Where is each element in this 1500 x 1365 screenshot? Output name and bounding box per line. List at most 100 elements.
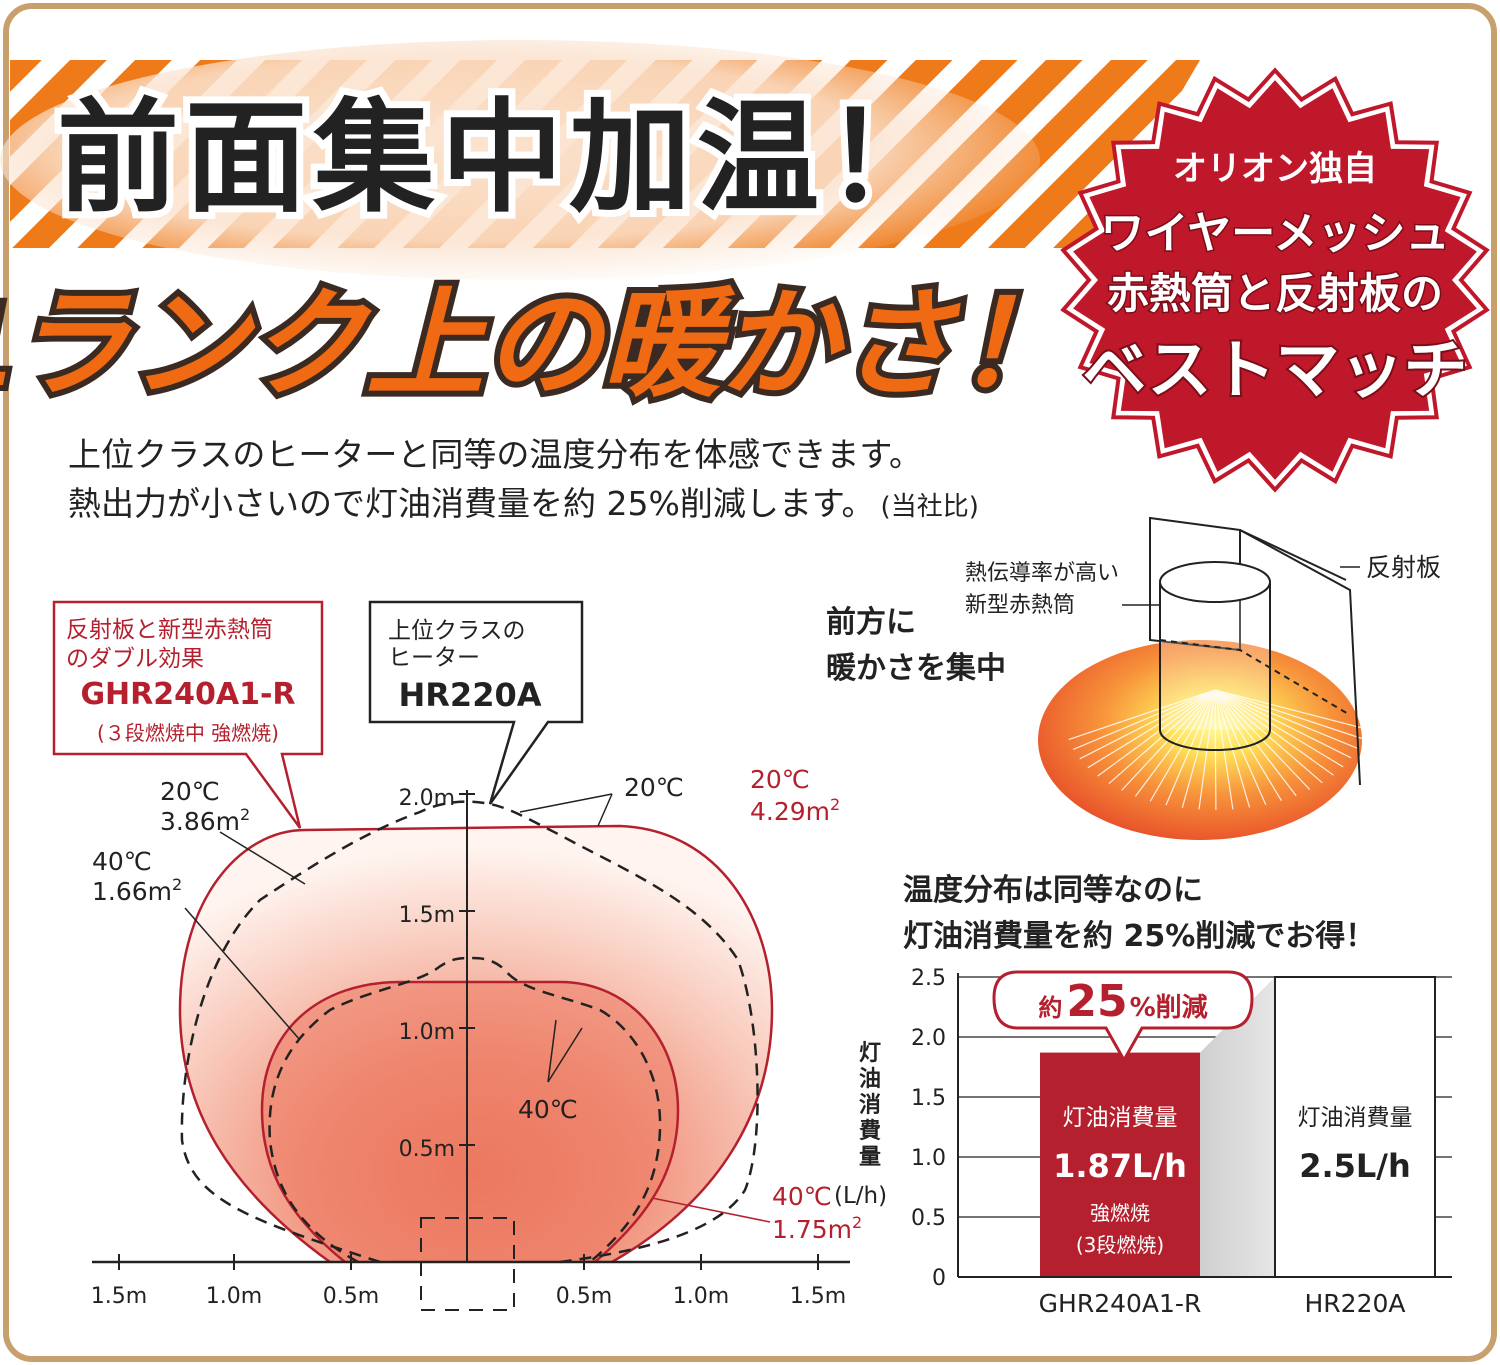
category-HR220A: HR220A (1305, 1289, 1406, 1318)
callout-old-line1: 上位クラスの (388, 618, 526, 644)
x-tick-right-1.0: 1.0m (673, 1284, 729, 1309)
label-tube-2: 新型赤熱筒 (965, 593, 1075, 618)
chart-unit: (L/h) (834, 1183, 887, 1209)
badge-line3: 赤熱筒と反射板の (1107, 269, 1443, 318)
y-label-char: 費 (859, 1119, 881, 1144)
bar0-sub2: (3段燃焼) (1076, 1233, 1164, 1257)
leader-new40 (651, 1197, 771, 1223)
label-new40-area: 1.75m2 (772, 1213, 862, 1244)
chart-y-label: 灯油消費量 (859, 1041, 881, 1170)
reduction-post: %削減 (1130, 993, 1208, 1023)
heat-ray (1214, 689, 1365, 730)
y-tick-label: 1.0 (911, 1146, 946, 1171)
label-old20-area: 3.86m2 (160, 805, 250, 836)
leader-dash40-b (547, 1027, 583, 1083)
leader-old40 (184, 907, 301, 1041)
y-tick-1.0: 1.0m (399, 1020, 455, 1045)
callout-old-model-name: HR220A (399, 676, 542, 714)
callout-old-model (368, 600, 584, 805)
new-40c-contour (260, 980, 680, 1263)
y-label-char: 量 (859, 1145, 881, 1170)
reduction-callout-text: 約25%削減 (1038, 976, 1207, 1027)
leader-dash20-a (519, 793, 613, 813)
description-line2: 熱出力が小さいので灯油消費量を約 25%削減します。 (当社比) (68, 484, 979, 523)
badge-line2: ワイヤーメッシュ (1101, 208, 1450, 259)
label-new20-area: 4.29m2 (750, 795, 840, 826)
x-tick-left-0.5: 0.5m (323, 1284, 379, 1309)
bar0-title: 灯油消費量 (1063, 1105, 1178, 1131)
reduction-shadow (1200, 977, 1275, 1277)
consumption-chart: 温度分布は同等なのに 灯油消費量を約 25%削減でお得！ 0 0.5 1.0 1.5 2… (834, 873, 1452, 1318)
chart-heading-line1: 温度分布は同等なのに (903, 873, 1203, 908)
heat-area-40 (262, 982, 678, 1262)
callout-old-line2: ヒーター (388, 645, 480, 671)
bar-GHR240A1-R (1040, 1052, 1200, 1277)
bar0-value: 1.87L/h (1053, 1147, 1187, 1185)
bar-HR220A (1274, 976, 1436, 1278)
label-new40-area-sup: 2 (852, 1213, 862, 1232)
old-20c-contour (180, 800, 759, 1264)
reflector-base (1159, 639, 1351, 716)
callout-new-line1: 反射板と新型赤熱筒 (66, 617, 273, 643)
y-tick-label: 2.5 (911, 966, 946, 991)
chart-heading-line2: 灯油消費量を約 25%削減でお得！ (903, 919, 1375, 954)
callout-new-note: (３段燃焼中 強燃焼) (97, 721, 279, 745)
y-tick-marks (459, 793, 475, 1146)
x-tick-left-1.5: 1.5m (91, 1284, 147, 1309)
label-reflector: 反射板 (1366, 553, 1441, 582)
reflector-right (1239, 529, 1361, 786)
description-line1: 上位クラスのヒーターと同等の温度分布を体感できます。 (68, 435, 922, 474)
heater-illustration: 反射板 熱伝導率が高い 新型赤熱筒 前方に 暖かさを集中 (826, 516, 1441, 840)
old-40c-contour (268, 956, 662, 1264)
label-new20-area-value: 4.29m (750, 797, 830, 826)
callout-new-line2: のダブル効果 (66, 646, 204, 672)
badge-line1: オリオン独自 (1173, 149, 1377, 189)
heat-ray (1214, 689, 1323, 784)
heater-footprint (420, 1217, 515, 1311)
label-old40-area: 1.66m2 (92, 875, 182, 906)
heat-ray (1079, 689, 1216, 760)
reduction-callout (992, 970, 1254, 1064)
heat-ray (1097, 689, 1216, 777)
y-label-char: 消 (859, 1093, 881, 1118)
x-tick-right-0.5: 0.5m (556, 1284, 612, 1309)
label-front-2: 暖かさを集中 (826, 651, 1006, 686)
header-stripe-band (0, 40, 1200, 280)
reflector-top (1239, 529, 1347, 581)
y-label-char: 油 (859, 1067, 881, 1092)
label-old20-area-value: 3.86m (160, 807, 240, 836)
heat-ray (1214, 689, 1344, 768)
y-tick-2.0: 2.0m (399, 786, 455, 811)
leader-dash40-a (547, 1019, 557, 1083)
new-20c-contour (178, 824, 774, 1264)
bar0-sub1: 強燃焼 (1090, 1201, 1150, 1225)
heat-ray (1214, 689, 1334, 776)
label-old20-area-sup: 2 (240, 805, 250, 824)
heat-ray (1087, 689, 1216, 769)
y-tick-labels: 0 0.5 1.0 1.5 2.0 2.5 (911, 966, 946, 1291)
badge-line4: ベストマッチ (1082, 334, 1467, 408)
heat-rays (1068, 689, 1365, 811)
callout-new-model-name: GHR240A1-R (80, 677, 295, 712)
reduction-num: 25 (1066, 976, 1127, 1027)
description-note: (当社比) (881, 492, 979, 522)
y-label-char: 灯 (859, 1041, 881, 1066)
x-tick-left-1.0: 1.0m (206, 1284, 262, 1309)
y-tick-label: 0.5 (911, 1206, 946, 1231)
tube-top (1159, 561, 1271, 603)
heat-disc (1038, 640, 1362, 840)
label-old20-temp: 20℃ (160, 777, 220, 806)
label-new20-area-sup: 2 (830, 795, 840, 814)
headline: 前面集中加温！ (57, 90, 953, 226)
label-new40-area-value: 1.75m (772, 1215, 852, 1244)
bar1-title: 灯油消費量 (1298, 1105, 1413, 1131)
x-tick-right-1.5: 1.5m (790, 1284, 846, 1309)
heat-ray (1068, 689, 1216, 741)
label-new40-temp: 40℃ (772, 1182, 832, 1211)
heat-ray (1072, 689, 1216, 750)
leader-dash20-b (597, 793, 613, 827)
callout-new-model (52, 600, 324, 829)
subheadline: 1ランク上の暖かさ！ (0, 279, 1074, 411)
label-dash20: 20℃ (624, 773, 684, 802)
